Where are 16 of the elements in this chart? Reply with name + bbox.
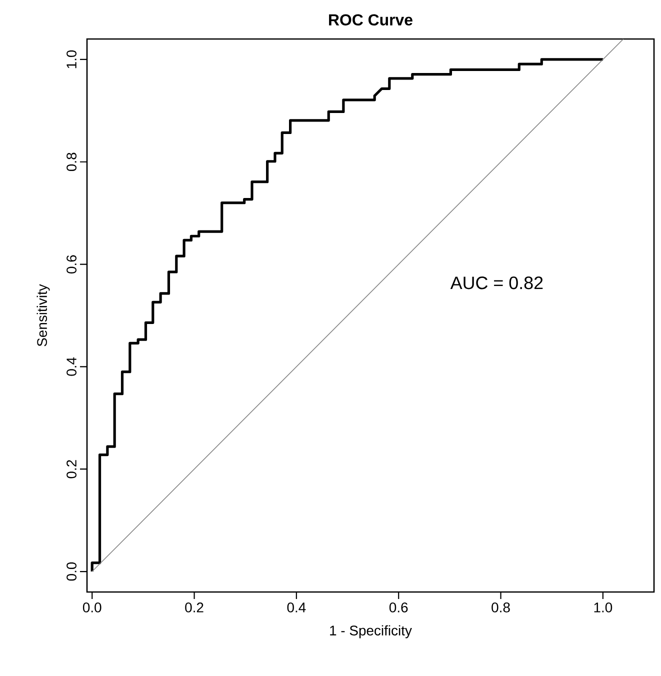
y-tick-label: 0.6 xyxy=(66,255,76,274)
chart-title: ROC Curve xyxy=(329,14,412,26)
x-tick-label: 1.0 xyxy=(594,602,612,612)
y-axis-title: Sensitivity xyxy=(36,284,50,346)
y-tick-label: 0.4 xyxy=(66,357,76,376)
y-tick-label: 0.0 xyxy=(66,562,76,581)
y-tick-label: 0.8 xyxy=(66,152,76,172)
x-tick-label: 0.4 xyxy=(287,602,306,612)
x-axis-title: 1 - Specificity xyxy=(330,625,412,638)
x-tick-label: 0.0 xyxy=(82,602,102,612)
x-tick-label: 0.8 xyxy=(492,602,510,612)
y-tick-label: 0.2 xyxy=(66,460,76,478)
annotation: AUC = 0.82 xyxy=(450,276,543,290)
x-tick-label: 0.2 xyxy=(185,602,204,612)
x-tick-label: 0.6 xyxy=(389,602,408,612)
y-tick-label: 1.0 xyxy=(66,50,76,68)
